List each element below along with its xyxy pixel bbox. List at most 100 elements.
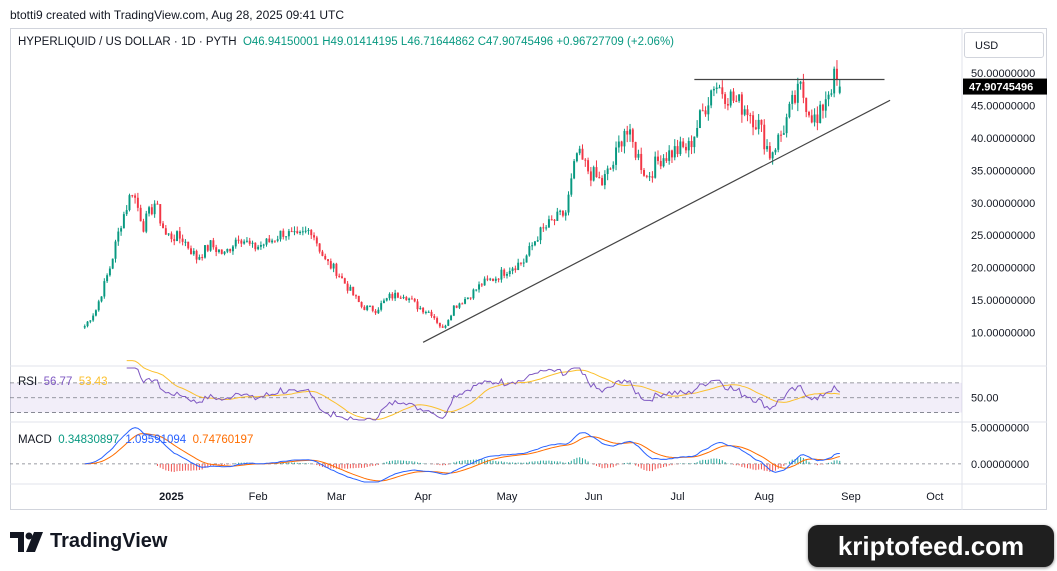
rsi-line xyxy=(126,367,841,421)
candle-body xyxy=(500,269,503,280)
candle-body xyxy=(777,134,780,150)
candle-body xyxy=(735,100,738,102)
candle-body xyxy=(603,174,606,186)
price-axis-tick: 50.00000000 xyxy=(971,68,1035,80)
candle-body xyxy=(204,245,206,258)
candle-body xyxy=(729,91,732,106)
candle-body xyxy=(718,87,721,89)
price-axis-tick: 30.00000000 xyxy=(971,198,1035,210)
macd-histogram xyxy=(156,456,841,472)
candle-body xyxy=(276,239,279,241)
candle-body xyxy=(489,278,492,280)
candle-body xyxy=(539,227,542,241)
candle-body xyxy=(254,242,257,250)
candle-body xyxy=(796,83,799,103)
kriptofeed-watermark: kriptofeed.com xyxy=(808,525,1054,567)
candle-body xyxy=(757,119,760,130)
candle-body xyxy=(791,94,794,104)
currency-button[interactable]: USD xyxy=(964,32,1044,58)
candle-body xyxy=(120,228,123,232)
price-axis-tick: 40.00000000 xyxy=(971,133,1035,145)
candle-body xyxy=(240,240,243,244)
candle-body xyxy=(690,141,693,148)
candle-body xyxy=(450,315,453,321)
candle-body xyxy=(215,247,218,252)
tradingview-logo[interactable]: TradingView xyxy=(10,530,167,553)
candle-body xyxy=(712,88,715,91)
candle-body xyxy=(106,275,109,282)
candle-body xyxy=(704,110,707,115)
candle-body xyxy=(754,127,757,130)
candle-body xyxy=(265,238,268,245)
candle-body xyxy=(822,104,824,111)
last-price-tag xyxy=(963,78,1047,95)
candle-body xyxy=(341,276,343,279)
candle-body xyxy=(785,117,788,134)
candle-body xyxy=(181,238,184,242)
candle-body xyxy=(156,203,159,205)
price-axis-tick: 45.00000000 xyxy=(971,100,1035,112)
chart-attribution: btotti9 created with TradingView.com, Au… xyxy=(10,8,344,22)
candle-body xyxy=(139,207,142,222)
candle-body xyxy=(271,240,274,243)
candle-body xyxy=(645,175,648,177)
candle-body xyxy=(368,305,371,307)
candle-body xyxy=(114,241,117,259)
candle-body xyxy=(419,307,422,310)
candle-body xyxy=(150,207,153,215)
rsi-ma-line xyxy=(126,360,840,420)
candle-body xyxy=(587,160,590,172)
candle-body xyxy=(416,301,419,310)
candle-body xyxy=(525,255,528,263)
candle-body xyxy=(659,160,662,167)
candle-body xyxy=(670,150,673,158)
candle-body xyxy=(643,170,645,176)
candle-body xyxy=(838,86,841,93)
candle-body xyxy=(567,194,570,213)
candle-body xyxy=(799,81,802,84)
rsi-legend: RSI 56.77 53.43 xyxy=(18,376,108,388)
candle-body xyxy=(721,87,724,95)
candle-body xyxy=(561,210,564,216)
tradingview-logo-icon xyxy=(10,531,43,552)
candle-body xyxy=(201,257,204,259)
candle-body xyxy=(410,298,413,300)
macd-line-value: 1.09591094 xyxy=(125,434,187,446)
symbol-name: HYPERLIQUID / US DOLLAR · 1D · PYTH xyxy=(18,36,237,48)
candle-body xyxy=(363,306,366,310)
candle-body xyxy=(237,239,240,241)
candle-body xyxy=(413,298,416,302)
candle-body xyxy=(464,298,467,304)
candle-body xyxy=(595,167,598,178)
candle-body xyxy=(220,249,223,254)
macd-axis-tick: 5.00000000 xyxy=(971,423,1029,435)
candle-body xyxy=(162,223,165,229)
ohlc-low: L46.71644862 xyxy=(400,36,475,48)
macd-legend: MACD 0.34830897 1.09591094 0.74760197 xyxy=(18,434,253,446)
candle-body xyxy=(346,283,349,291)
candle-body xyxy=(332,263,335,269)
candle-body xyxy=(251,242,254,244)
candle-body xyxy=(290,231,293,233)
candle-body xyxy=(94,310,97,316)
candle-body xyxy=(707,105,710,115)
price-axis-tick: 15.00000000 xyxy=(971,295,1035,307)
candle-body xyxy=(626,130,629,135)
candle-body xyxy=(282,230,285,237)
macd-signal-line xyxy=(84,433,840,482)
candle-body xyxy=(318,243,321,252)
candle-body xyxy=(396,292,399,298)
price-axis-tick: 20.00000000 xyxy=(971,263,1035,275)
candle-body xyxy=(592,167,595,181)
candle-body xyxy=(299,231,302,234)
rsi-axis-tick: 50.00 xyxy=(971,393,999,405)
candle-body xyxy=(553,219,556,221)
candle-body xyxy=(184,241,187,243)
candle-body xyxy=(148,207,151,214)
candle-body xyxy=(578,148,581,154)
candle-body xyxy=(780,134,783,136)
candle-body xyxy=(97,301,100,311)
time-axis-tick: Mar xyxy=(327,491,346,503)
candle-body xyxy=(427,311,430,313)
